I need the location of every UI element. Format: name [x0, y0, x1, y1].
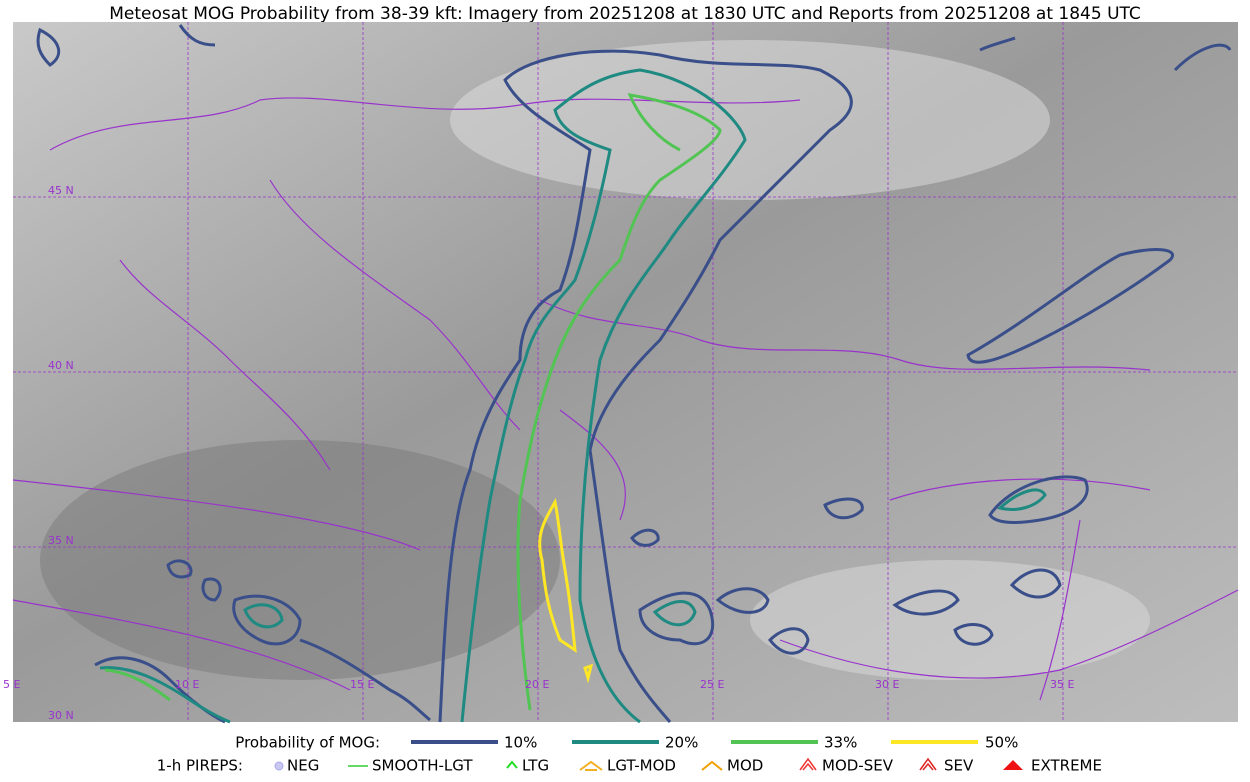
bright-cloud [750, 560, 1150, 680]
lon-label: 15 E [350, 678, 374, 691]
legend-item: 20% [665, 734, 698, 752]
legend-item: EXTREME [1031, 757, 1102, 775]
contour-33 [104, 668, 171, 702]
graticule [13, 22, 1238, 722]
lon-labels: 5 E 10 E 15 E 20 E 25 E 30 E 35 E [3, 678, 1074, 691]
lat-label: 45 N [48, 184, 74, 197]
lon-label: 20 E [525, 678, 549, 691]
legend-item: LGT-MOD [607, 757, 676, 775]
lat-label: 40 N [48, 359, 74, 372]
legend-item: MOD-SEV [822, 757, 894, 775]
pirep-symbol [1003, 760, 1023, 770]
country-borders [12, 97, 1239, 701]
legend-item: 10% [504, 734, 537, 752]
lon-label: 30 E [875, 678, 899, 691]
contour-10 [36, 24, 1232, 724]
title: Meteosat MOG Probability from 38-39 kft:… [109, 4, 1141, 24]
legend-item: 33% [824, 734, 857, 752]
lon-label: 5 E [3, 678, 20, 691]
contour-10 [638, 591, 715, 646]
pirep-symbol [701, 760, 723, 771]
contour-20 [652, 600, 697, 627]
contour-20 [996, 488, 1047, 511]
legend: Probability of MOG: 10% 20% 33% 50% 1-h … [157, 734, 1102, 775]
contour-10 [988, 475, 1089, 524]
lon-label: 35 E [1050, 678, 1074, 691]
legend-item: LTG [522, 757, 549, 775]
pirep-symbol [919, 757, 937, 771]
pirep-symbol [274, 761, 284, 771]
map: 45 N 40 N 35 N 30 N 5 E 10 E 15 E 20 E 2… [3, 22, 1239, 724]
pirep-symbol [799, 757, 817, 771]
pirep-symbol [579, 760, 603, 771]
legend-item: MOD [727, 757, 763, 775]
legend-item: NEG [287, 757, 319, 775]
legend-item: 50% [985, 734, 1018, 752]
legend-item: SMOOTH-LGT [372, 757, 473, 775]
lon-label: 25 E [700, 678, 724, 691]
contour-10 [966, 248, 1174, 364]
contour-20 [99, 603, 284, 724]
lat-label: 35 N [48, 534, 74, 547]
dark-region [40, 440, 560, 680]
contour-10 [438, 49, 853, 723]
legend-item: SEV [944, 757, 974, 775]
contour-10 [630, 497, 1062, 655]
legend-label: Probability of MOG: [235, 734, 380, 752]
pirep-symbol [506, 760, 518, 769]
contour-33 [516, 93, 722, 711]
contours [36, 24, 1232, 724]
lat-label: 30 N [48, 709, 74, 722]
contour-20 [460, 68, 747, 724]
lon-label: 10 E [175, 678, 199, 691]
lat-labels: 45 N 40 N 35 N 30 N [48, 184, 74, 722]
contour-50 [538, 497, 594, 684]
legend-label: 1-h PIREPS: [157, 757, 243, 775]
